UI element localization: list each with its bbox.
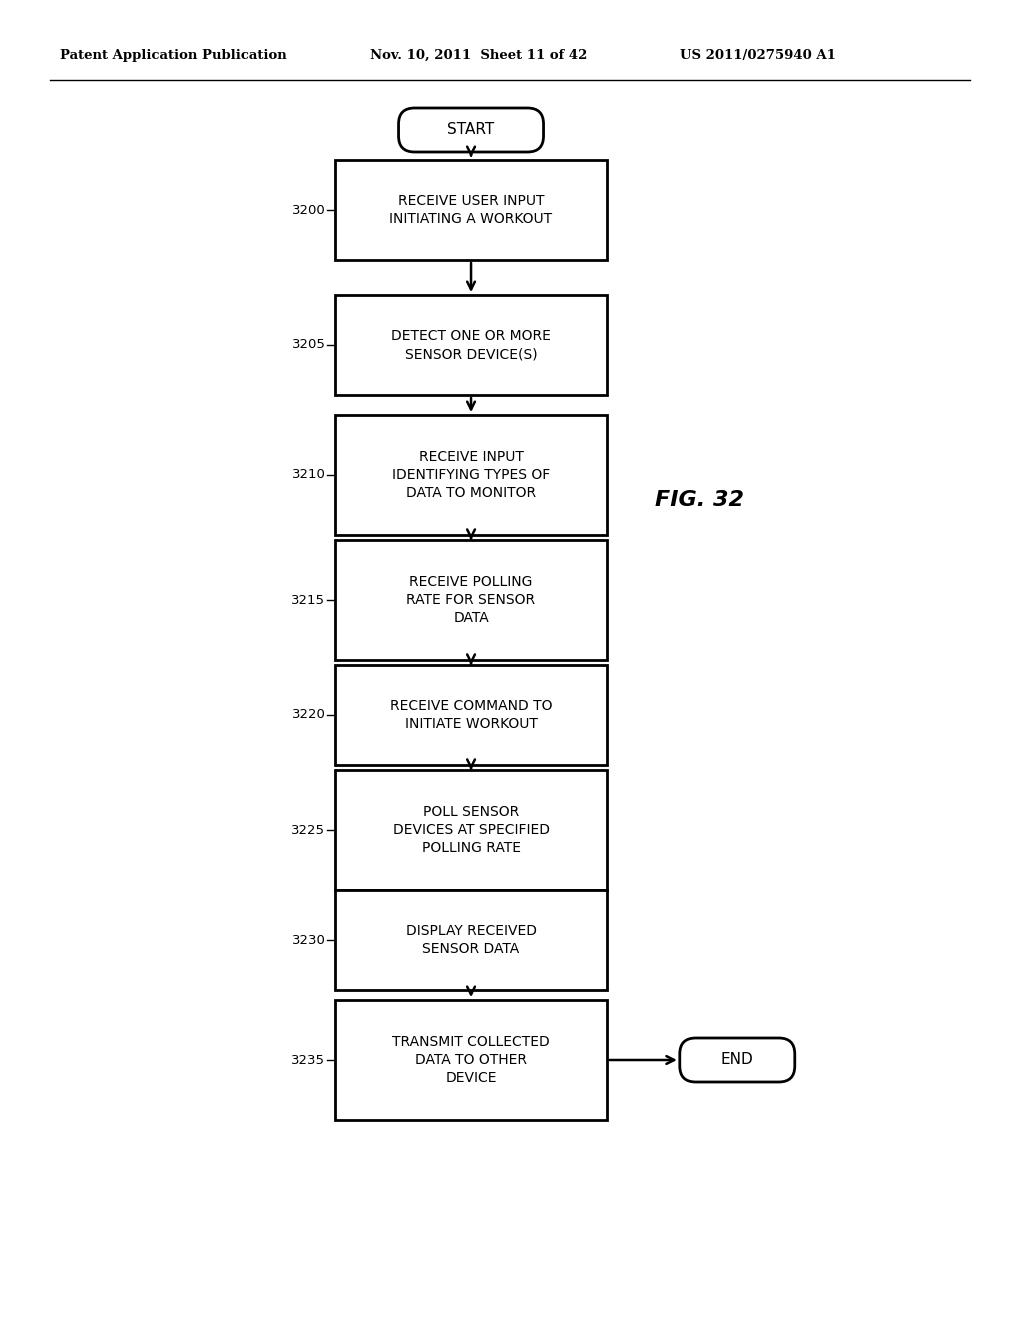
FancyBboxPatch shape bbox=[336, 770, 606, 890]
Text: 3235: 3235 bbox=[292, 1053, 326, 1067]
Text: DETECT ONE OR MORE
SENSOR DEVICE(S): DETECT ONE OR MORE SENSOR DEVICE(S) bbox=[391, 329, 551, 362]
Text: 3220: 3220 bbox=[292, 709, 326, 722]
FancyBboxPatch shape bbox=[336, 160, 606, 260]
Text: 3205: 3205 bbox=[292, 338, 326, 351]
Text: POLL SENSOR
DEVICES AT SPECIFIED
POLLING RATE: POLL SENSOR DEVICES AT SPECIFIED POLLING… bbox=[392, 805, 550, 855]
Text: US 2011/0275940 A1: US 2011/0275940 A1 bbox=[680, 49, 836, 62]
Text: DISPLAY RECEIVED
SENSOR DATA: DISPLAY RECEIVED SENSOR DATA bbox=[406, 924, 537, 956]
Text: 3225: 3225 bbox=[292, 824, 326, 837]
Text: 3230: 3230 bbox=[292, 933, 326, 946]
Text: Patent Application Publication: Patent Application Publication bbox=[60, 49, 287, 62]
Text: Nov. 10, 2011  Sheet 11 of 42: Nov. 10, 2011 Sheet 11 of 42 bbox=[370, 49, 588, 62]
Text: 3210: 3210 bbox=[292, 469, 326, 482]
Text: 3200: 3200 bbox=[292, 203, 326, 216]
FancyBboxPatch shape bbox=[398, 108, 544, 152]
Text: END: END bbox=[721, 1052, 754, 1068]
FancyBboxPatch shape bbox=[336, 294, 606, 395]
Text: RECEIVE USER INPUT
INITIATING A WORKOUT: RECEIVE USER INPUT INITIATING A WORKOUT bbox=[389, 194, 553, 226]
Text: 3215: 3215 bbox=[292, 594, 326, 606]
FancyBboxPatch shape bbox=[680, 1038, 795, 1082]
Text: RECEIVE INPUT
IDENTIFYING TYPES OF
DATA TO MONITOR: RECEIVE INPUT IDENTIFYING TYPES OF DATA … bbox=[392, 450, 550, 500]
Text: RECEIVE COMMAND TO
INITIATE WORKOUT: RECEIVE COMMAND TO INITIATE WORKOUT bbox=[390, 698, 552, 731]
FancyBboxPatch shape bbox=[336, 665, 606, 766]
FancyBboxPatch shape bbox=[336, 414, 606, 535]
Text: TRANSMIT COLLECTED
DATA TO OTHER
DEVICE: TRANSMIT COLLECTED DATA TO OTHER DEVICE bbox=[392, 1035, 550, 1085]
FancyBboxPatch shape bbox=[336, 1001, 606, 1119]
FancyBboxPatch shape bbox=[336, 890, 606, 990]
Text: RECEIVE POLLING
RATE FOR SENSOR
DATA: RECEIVE POLLING RATE FOR SENSOR DATA bbox=[407, 574, 536, 626]
Text: START: START bbox=[447, 123, 495, 137]
FancyBboxPatch shape bbox=[336, 540, 606, 660]
Text: FIG. 32: FIG. 32 bbox=[655, 490, 744, 510]
